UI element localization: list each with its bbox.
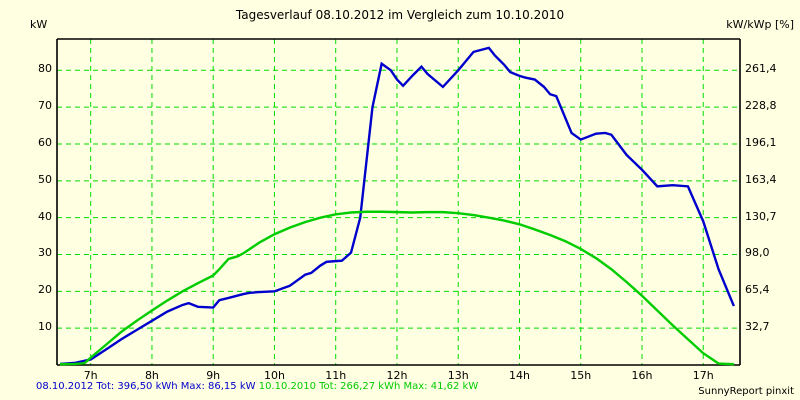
credit-label: SunnyReport pinxit <box>698 386 794 397</box>
y-axis-tick-label: 50 <box>38 172 52 186</box>
y2-axis-tick-label: 65,4 <box>745 283 770 297</box>
y-axis-tick-label: 20 <box>38 283 52 297</box>
x-axis-tick-label: 8h <box>144 369 159 382</box>
x-axis-tick-label: 16h <box>631 369 653 382</box>
legend: 08.10.2012 Tot: 396,50 kWh Max: 86,15 kW… <box>36 381 478 392</box>
x-axis-tick-label: 17h <box>692 369 714 382</box>
y-axis-tick-label: 10 <box>38 320 52 334</box>
y-axis-tick-label: 80 <box>38 62 52 76</box>
y2-axis-tick-label: 32,7 <box>745 320 770 334</box>
y-axis-tick-label: 30 <box>38 246 52 260</box>
x-axis-tick-label: 10h <box>263 369 285 382</box>
x-axis-tick-label: 7h <box>83 369 98 382</box>
right-axis-title: kW/kWp [%] <box>726 18 794 31</box>
y-axis-tick-label: 40 <box>38 209 52 223</box>
x-axis-tick-label: 14h <box>508 369 530 382</box>
y-axis-tick-label: 60 <box>38 135 52 149</box>
y2-axis-tick-label: 130,7 <box>745 209 777 223</box>
x-axis-tick-label: 13h <box>447 369 469 382</box>
y2-axis-tick-label: 196,1 <box>745 135 777 149</box>
chart-title: Tagesverlauf 08.10.2012 im Vergleich zum… <box>235 8 565 22</box>
x-axis-tick-label: 15h <box>570 369 592 382</box>
y2-axis-tick-label: 228,8 <box>745 99 777 113</box>
series-line-0 <box>59 46 735 366</box>
x-axis-tick-label: 12h <box>386 369 408 382</box>
y2-axis-tick-label: 98,0 <box>745 246 770 260</box>
legend-series-1: 10.10.2010 Tot: 266,27 kWh Max: 41,62 kW <box>258 381 479 392</box>
y2-axis-tick-label: 163,4 <box>745 172 777 186</box>
left-axis-title: kW <box>30 18 48 31</box>
x-axis-tick-label: 9h <box>206 369 221 382</box>
legend-series-0: 08.10.2012 Tot: 396,50 kWh Max: 86,15 kW <box>36 381 256 392</box>
x-axis-tick-label: 11h <box>325 369 347 382</box>
y2-axis-tick-label: 261,4 <box>745 62 777 76</box>
series-line-1 <box>60 210 734 366</box>
y-axis-tick-label: 70 <box>38 99 52 113</box>
